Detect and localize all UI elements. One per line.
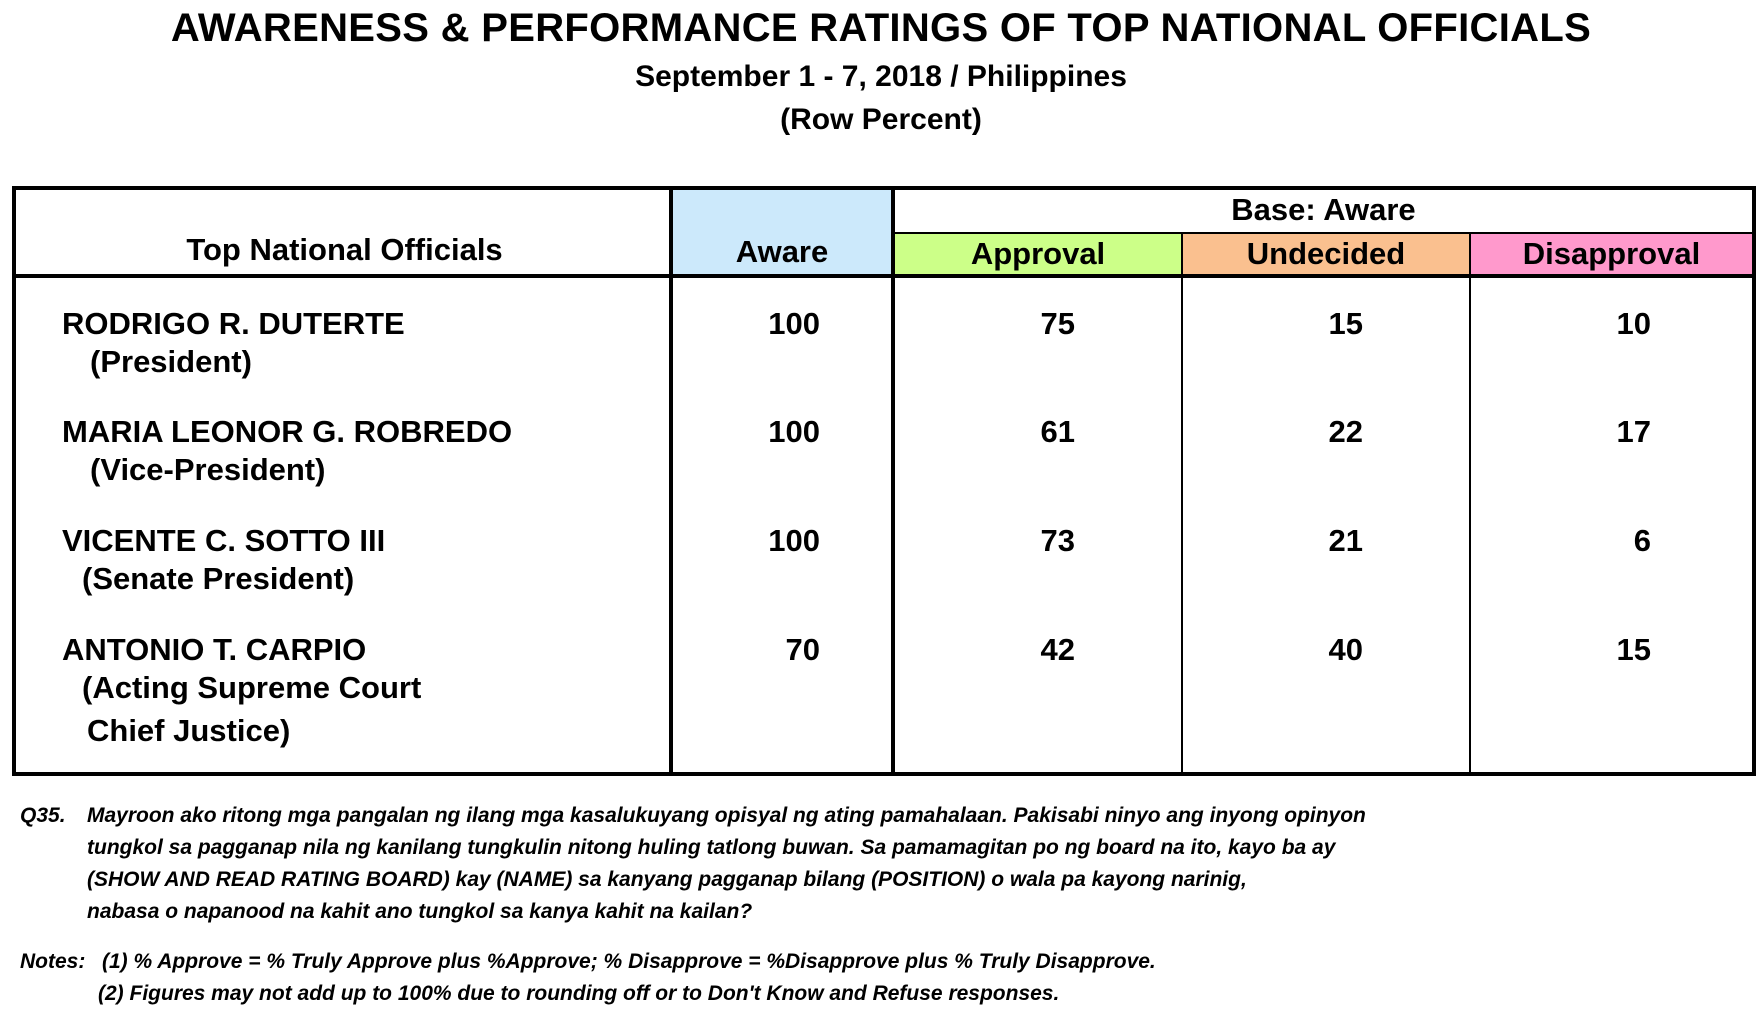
column-divider xyxy=(1181,278,1183,772)
header-aware: Aware xyxy=(673,190,895,278)
question-number: Q35. xyxy=(20,804,66,827)
official-position: (Acting Supreme Court xyxy=(82,670,422,705)
header-officials: Top National Officials xyxy=(16,190,673,278)
disapproval-value: 6 xyxy=(1633,523,1651,558)
survey-date-location: September 1 - 7, 2018 / Philippines xyxy=(635,60,1127,93)
column-divider xyxy=(891,278,895,772)
table-row: MARIA LEONOR G. ROBREDO (Vice-President)… xyxy=(16,414,1752,514)
official-name: VICENTE C. SOTTO III xyxy=(62,523,386,558)
header-approval: Approval xyxy=(895,234,1183,278)
official-position: Chief Justice) xyxy=(87,713,291,748)
table-row: RODRIGO R. DUTERTE (President) 100 75 15… xyxy=(16,306,1752,406)
header-base-aware-label: Base: Aware xyxy=(1231,192,1416,227)
official-name: MARIA LEONOR G. ROBREDO xyxy=(62,414,513,449)
table-row: ANTONIO T. CARPIO (Acting Supreme Court … xyxy=(16,632,1752,772)
approval-value: 61 xyxy=(1040,414,1075,449)
official-position: (Vice-President) xyxy=(90,452,326,487)
approval-value: 73 xyxy=(1040,523,1075,558)
row-percent-label: (Row Percent) xyxy=(780,103,982,136)
question-text-line: tungkol sa pagganap nila ng kanilang tun… xyxy=(87,836,1336,859)
table-row: VICENTE C. SOTTO III (Senate President) … xyxy=(16,523,1752,623)
aware-value: 70 xyxy=(785,632,820,667)
note-line: (1) % Approve = % Truly Approve plus %Ap… xyxy=(102,950,1156,973)
official-name: ANTONIO T. CARPIO xyxy=(62,632,367,667)
column-divider xyxy=(1469,278,1471,772)
note-line: (2) Figures may not add up to 100% due t… xyxy=(98,982,1060,1005)
official-position: (Senate President) xyxy=(82,561,355,596)
disapproval-value: 17 xyxy=(1616,414,1651,449)
header-officials-label: Top National Officials xyxy=(186,232,503,267)
undecided-value: 21 xyxy=(1328,523,1363,558)
header-base-aware: Base: Aware xyxy=(895,190,1752,234)
question-text-line: (SHOW AND READ RATING BOARD) kay (NAME) … xyxy=(87,868,1247,891)
header-undecided-label: Undecided xyxy=(1246,236,1406,271)
undecided-value: 40 xyxy=(1328,632,1363,667)
aware-value: 100 xyxy=(768,523,820,558)
header-aware-label: Aware xyxy=(735,234,829,269)
approval-value: 75 xyxy=(1040,306,1075,341)
aware-value: 100 xyxy=(768,414,820,449)
question-text-line: Mayroon ako ritong mga pangalan ng ilang… xyxy=(87,804,1366,827)
disapproval-value: 10 xyxy=(1616,306,1651,341)
approval-value: 42 xyxy=(1040,632,1075,667)
column-divider xyxy=(669,278,673,772)
notes-label: Notes: xyxy=(20,950,86,973)
disapproval-value: 15 xyxy=(1616,632,1651,667)
aware-value: 100 xyxy=(768,306,820,341)
undecided-value: 15 xyxy=(1328,306,1363,341)
undecided-value: 22 xyxy=(1328,414,1363,449)
header-disapproval-label: Disapproval xyxy=(1522,236,1701,271)
header-undecided: Undecided xyxy=(1183,234,1471,278)
header-disapproval: Disapproval xyxy=(1471,234,1752,278)
page-title: AWARENESS & PERFORMANCE RATINGS OF TOP N… xyxy=(170,6,1592,50)
header-approval-label: Approval xyxy=(970,236,1106,271)
ratings-table: Top National Officials Aware Base: Aware… xyxy=(12,186,1756,776)
official-position: (President) xyxy=(90,344,252,379)
official-name: RODRIGO R. DUTERTE xyxy=(62,306,405,341)
question-text-line: nabasa o napanood na kahit ano tungkol s… xyxy=(87,900,753,923)
